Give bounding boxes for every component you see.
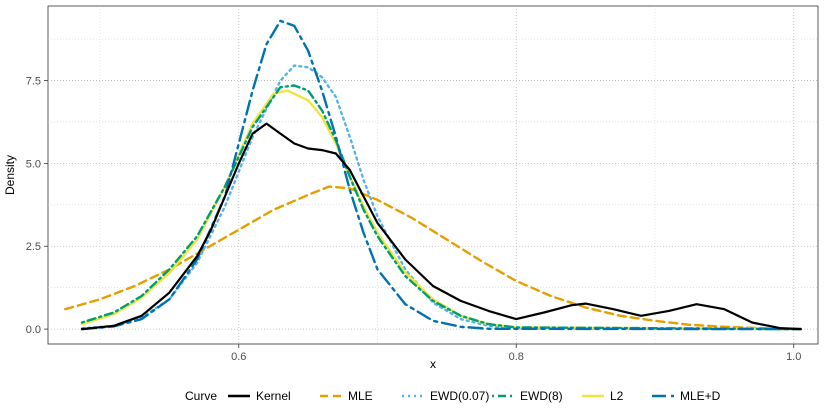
series-line-l2 <box>80 89 802 331</box>
legend-label: Kernel <box>256 389 291 403</box>
legend-label: EWD(8) <box>520 389 563 403</box>
y-axis-title: Density <box>3 155 17 195</box>
y-tick-label: 0.0 <box>26 324 41 336</box>
legend-label: MLE <box>348 389 373 403</box>
series-layer <box>64 19 802 331</box>
series-line-mle-d <box>80 19 802 331</box>
legend-title: Curve <box>185 389 217 403</box>
y-tick-label: 7.5 <box>26 76 41 88</box>
legend-label: L2 <box>610 389 624 403</box>
axes: 0.6 0.8 1.0 0.0 2.5 5.0 7.5 <box>26 76 802 363</box>
panel-border <box>47 5 819 345</box>
legend-label: MLE+D <box>680 389 721 403</box>
x-tick-label: 0.8 <box>509 351 524 363</box>
grid-lines <box>48 6 818 344</box>
plot-panel <box>47 5 819 345</box>
x-tick-label: 0.6 <box>231 351 246 363</box>
y-tick-label: 5.0 <box>26 158 41 170</box>
x-tick-label: 1.0 <box>786 351 801 363</box>
legend: Curve Kernel MLE EWD(0.07) EWD(8) L2 MLE+D <box>185 389 721 403</box>
series-line-ewd-8 <box>80 84 802 331</box>
legend-label: EWD(0.07) <box>430 389 489 403</box>
y-tick-label: 2.5 <box>26 241 41 253</box>
series-line-mle <box>64 185 802 330</box>
series-line-kernel <box>80 122 802 331</box>
x-axis-title: x <box>430 357 436 371</box>
